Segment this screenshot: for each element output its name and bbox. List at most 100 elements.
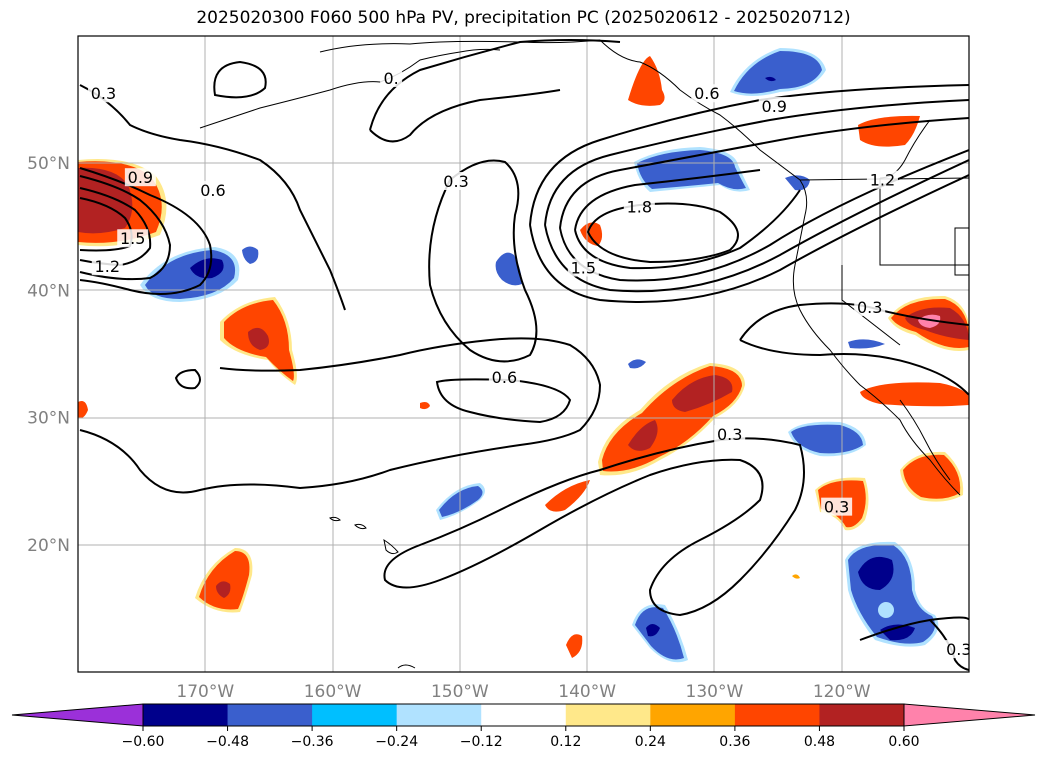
pv-contour-line [544,159,969,293]
pv-contour-line [559,117,969,229]
chart-title: 2025020300 F060 500 hPa PV, precipitatio… [196,8,851,28]
precip-warm-region [199,551,250,610]
lon-tick-label: 130°W [686,682,744,702]
precip-warm-region [792,574,800,579]
map-canvas: 0.30.0.60.90.90.61.51.20.31.81.51.20.30.… [78,36,969,672]
precip-warm-region [628,420,658,451]
pv-contour-line [529,174,969,303]
map-frame [77,35,970,673]
precip-cool-region [637,150,746,190]
pv-contour-line [174,368,201,390]
contour-label: 0.6 [492,368,517,387]
contour-label: 0.3 [857,298,882,317]
colorbar-tick-label: 0.24 [635,734,666,750]
contour-label-bg [943,640,969,659]
precip-cool-region [628,359,646,369]
precip-cool-region [495,252,522,286]
contour-label-bg [87,84,119,103]
precip-cool-region [646,624,660,637]
lat-tick-label: 30°N [27,409,70,429]
contour-label-layer: 0.30.0.60.90.90.61.51.20.31.81.51.20.30.… [87,68,969,659]
contour-label: 0.3 [443,172,468,191]
contour-label: 1.5 [571,259,596,278]
contour-label-bg [197,180,229,199]
contour-label-bg [821,497,853,516]
lon-tick-label: 170°W [176,682,234,702]
colorbar-tick-label: −0.60 [122,734,165,750]
contour-label: 0.3 [824,498,849,517]
contour-label-bg [91,257,123,276]
precip-cool-region [734,51,822,94]
colorbar-tick-label: 0.12 [550,734,581,750]
colorbar-segment [650,704,736,726]
colorbar-extend-min [11,703,144,727]
pv-contour-line [574,169,761,231]
colorbar-segment [312,704,398,726]
colorbar-segment [396,704,482,726]
pv-contour-line [369,39,621,131]
longitude-tick-labels: 170°W 160°W 150°W 140°W 130°W 120°W [176,682,870,702]
lat-tick-label: 20°N [27,536,70,556]
pv-contour-line [79,175,172,281]
contour-label-bg [567,258,599,277]
pv-contour-line [859,616,969,641]
pv-contour-line [544,99,969,226]
pv-contour-line [213,60,267,99]
pv-contours [79,39,969,671]
lon-tick-label: 150°W [431,682,489,702]
precip-cool-region [190,258,224,279]
precip-warm-region [628,56,665,106]
pv-contour-line [739,339,969,396]
precip-cool-region [242,246,259,264]
pv-contour-line [369,89,561,143]
pv-contour-line [574,189,801,270]
contour-label: 0.9 [128,168,153,187]
pv-contour-line [428,159,538,363]
contour-label: 0.6 [200,181,225,200]
colorbar-tick-label: 0.36 [719,734,750,750]
precip-warm-region [903,454,961,499]
contour-label-bg [854,297,886,316]
contour-label-bg [124,168,156,187]
contour-label: 1.5 [120,229,145,248]
precip-cool-region [439,486,483,517]
colorbar-segment [565,704,651,726]
contour-label-bg [117,229,149,248]
pv-contour-line [929,619,969,671]
lat-tick-label: 40°N [27,281,70,301]
colorbar-tick-label: −0.36 [291,734,334,750]
pv-contour-line [79,84,346,311]
lon-tick-label: 120°W [813,682,871,702]
precip-cool-region [848,339,885,349]
colorbar-tick-label: 0.48 [804,734,835,750]
pv-contour-line [586,202,739,264]
pv-contour-line [79,167,213,295]
colorbar-frame [142,703,905,727]
colorbar-tick-label: 0.60 [888,734,919,750]
contour-label-bg [758,96,790,115]
pv-contour-line [529,84,969,226]
colorbar: −0.60 −0.48 −0.36 −0.24 −0.12 0.12 0.24 0.36 0.4… [11,703,1036,750]
pv-contour-line [383,437,805,617]
latitude-tick-labels: 50°N 40°N 30°N 20°N [27,154,70,556]
precip-warm-region [672,375,733,412]
precip-warm-region [248,327,269,350]
colorbar-segment [819,704,905,726]
colorbar-segment [143,704,229,726]
precip-cool-region [765,76,776,82]
gridlines [78,36,969,672]
contour-label-bg [714,425,746,444]
contour-label-bg [440,172,472,191]
precip-clear-hole [878,602,894,618]
contour-label-bg [488,367,520,386]
precip-warm-region [545,480,590,512]
precip-warm-region [216,581,231,598]
pv-contour-line [739,302,969,341]
contour-label-bg [866,170,898,189]
colorbar-segment [734,704,820,726]
colorbar-tick-label: −0.48 [206,734,249,750]
colorbar-tick-label: −0.24 [375,734,418,750]
contour-label-bg [691,84,723,103]
lon-tick-label: 160°W [304,682,362,702]
